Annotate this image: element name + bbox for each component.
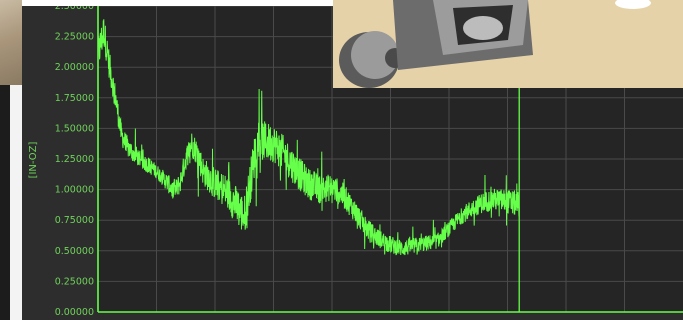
left-dark-strip bbox=[0, 85, 10, 320]
y-tick-label: 1.50000 bbox=[55, 123, 94, 134]
y-tick-label: 0.00000 bbox=[55, 307, 94, 318]
y-tick-label: 1.25000 bbox=[55, 154, 94, 165]
y-tick-label: 2.25000 bbox=[55, 32, 94, 43]
y-tick-label: 0.75000 bbox=[55, 215, 94, 226]
y-tick-labels: 2.50000 2.25000 2.00000 1.75000 1.50000 1.250… bbox=[55, 1, 94, 318]
sample-photo-inset bbox=[333, 0, 683, 88]
y-tick-label: 1.75000 bbox=[55, 93, 94, 104]
y-axis-label: [IN-OZ] bbox=[28, 141, 39, 178]
y-tick-label: 0.25000 bbox=[55, 276, 94, 287]
y-tick-label: 0.50000 bbox=[55, 246, 94, 257]
y-tick-label: 1.00000 bbox=[55, 185, 94, 196]
torque-trace-group bbox=[97, 19, 520, 256]
y-tick-label: 2.00000 bbox=[55, 62, 94, 73]
background-photo-left bbox=[0, 0, 24, 85]
torque-trace bbox=[97, 19, 520, 256]
y-tick-label: 2.50000 bbox=[55, 1, 94, 12]
top-white-bar bbox=[22, 0, 333, 6]
